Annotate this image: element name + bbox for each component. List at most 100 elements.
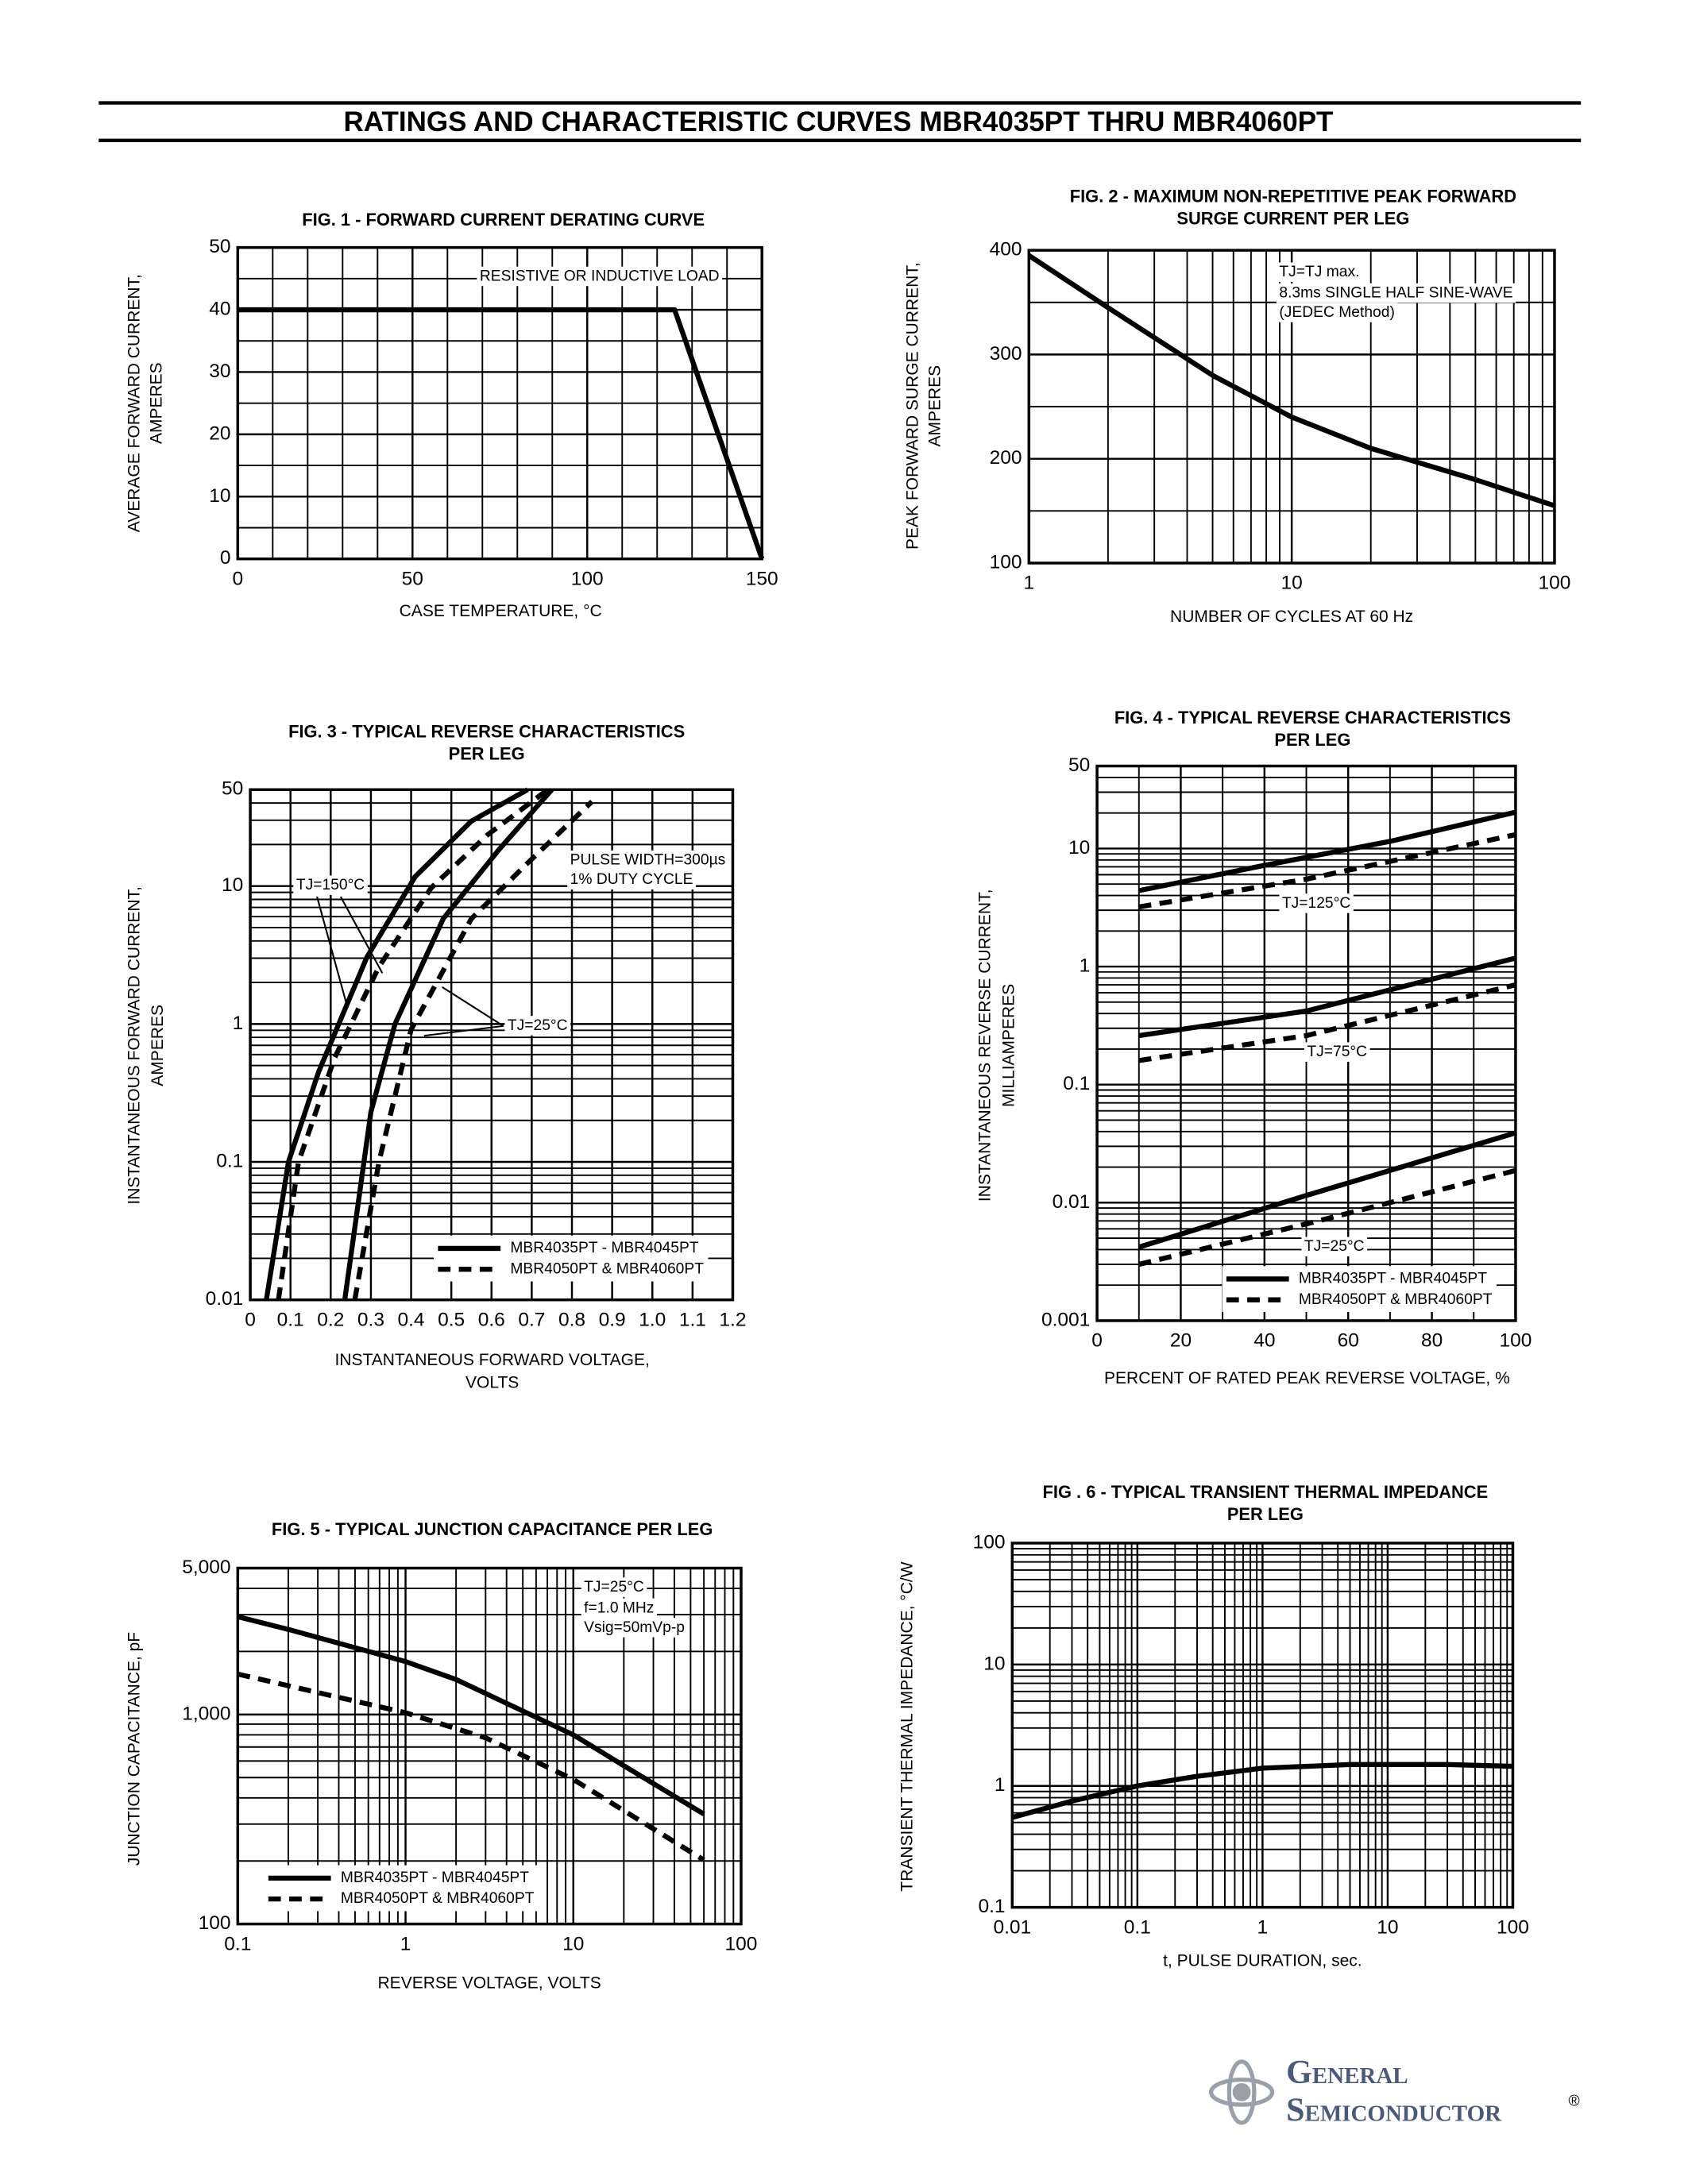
y-axis-label: AMPERES <box>149 1005 167 1086</box>
x-tick-label: 0.1 <box>277 1309 304 1330</box>
chart-title: FIG. 2 - MAXIMUM NON-REPETITIVE PEAK FOR… <box>1070 186 1516 206</box>
legend-label: MBR4035PT - MBR4045PT <box>1299 1271 1487 1287</box>
annotation: TJ=25°C <box>508 1017 568 1034</box>
legend-bg <box>264 1865 539 1912</box>
annotation-bg <box>477 266 723 287</box>
pointer <box>316 896 349 1009</box>
y-tick-label: 10 <box>209 485 230 507</box>
curve <box>1138 955 1516 1039</box>
plot-frame <box>236 245 763 561</box>
x-axis-label: REVERSE VOLTAGE, VOLTS <box>378 1974 601 1992</box>
x-tick-label: 100 <box>1497 1916 1529 1938</box>
x-tick-label: 0.1 <box>1124 1916 1151 1938</box>
legend-bg <box>1222 1266 1497 1313</box>
legend-label: MBR4050PT & MBR4060PT <box>1299 1291 1493 1308</box>
curve <box>1138 809 1516 893</box>
x-tick-label: 0.3 <box>357 1309 384 1330</box>
y-tick-label: 300 <box>990 343 1022 365</box>
x-tick-label: 1.2 <box>719 1309 746 1330</box>
y-tick-label: 20 <box>209 423 230 444</box>
legend-label: MBR4035PT - MBR4045PT <box>510 1240 698 1256</box>
curve <box>276 787 550 1301</box>
x-axis-label: CASE TEMPERATURE, °C <box>400 602 602 620</box>
x-axis-label: NUMBER OF CYCLES AT 60 Hz <box>1170 608 1413 626</box>
legend-label: MBR4035PT - MBR4045PT <box>341 1870 529 1886</box>
y-tick-label: 400 <box>990 239 1022 260</box>
x-axis-label: PERCENT OF RATED PEAK REVERSE VOLTAGE, % <box>1104 1369 1510 1387</box>
pointer <box>339 896 384 974</box>
curve <box>342 788 554 1301</box>
annotation-bg <box>293 875 368 895</box>
y-axis-label: AMPERES <box>147 362 165 444</box>
curve <box>237 1671 705 1862</box>
x-tick-label: 0.6 <box>478 1309 505 1330</box>
y-tick-label: 50 <box>222 778 243 800</box>
y-axis-label: MILLIAMPERES <box>999 984 1018 1107</box>
x-tick-label: 1 <box>400 1933 411 1954</box>
annotation-bg <box>504 1016 571 1036</box>
x-tick-label: 40 <box>1253 1330 1275 1352</box>
legend-label: MBR4050PT & MBR4060PT <box>510 1260 704 1277</box>
chart: 0 50 100 150 0 10 20 30 40 50 RESISTIVE OR INDUCTI… <box>125 210 778 620</box>
annotation-bg <box>1276 303 1398 322</box>
curve <box>264 787 529 1301</box>
x-tick-label: 0.5 <box>438 1309 465 1330</box>
annotation-bg <box>581 1618 688 1638</box>
annotation-bg <box>1301 1237 1368 1256</box>
x-tick-label: 60 <box>1338 1330 1359 1352</box>
chart-title: PER LEG <box>1227 1504 1304 1524</box>
y-axis-label: AMPERES <box>926 365 944 447</box>
chart-title: FIG. 5 - TYPICAL JUNCTION CAPACITANCE PE… <box>272 1519 713 1539</box>
curve <box>1138 1130 1516 1250</box>
x-tick-label: 1.0 <box>639 1309 666 1330</box>
x-tick-label: 0.7 <box>518 1309 545 1330</box>
plot-frame <box>236 1566 743 1926</box>
x-tick-label: 50 <box>402 568 423 589</box>
x-tick-label: 1 <box>1257 1916 1269 1938</box>
curve <box>1138 832 1516 910</box>
x-axis-label: VOLTS <box>465 1373 519 1391</box>
x-tick-label: 0.8 <box>558 1309 585 1330</box>
chart: 0 0.1 0.2 0.3 0.4 0.5 0.6 0.7 0.8 0.9 1.0 1.1 1.2 0.0… <box>125 721 746 1391</box>
annotation: TJ=25°C <box>1304 1238 1365 1255</box>
plot-frame <box>1095 764 1517 1322</box>
y-tick-label: 50 <box>209 236 230 257</box>
annotation: 1% DUTY CYCLE <box>570 871 693 888</box>
annotation: 8.3ms SINGLE HALF SINE-WAVE <box>1279 284 1512 301</box>
legend-label: MBR4050PT & MBR4060PT <box>341 1890 535 1907</box>
chart: 1 10 100 100 200 300 400 TJ=TJ max. 8.3ms SINGLE… <box>904 186 1571 625</box>
pointer <box>442 986 504 1027</box>
annotation: TJ=150°C <box>296 877 365 893</box>
annotation-bg <box>1276 262 1362 282</box>
y-tick-label: 0.01 <box>206 1288 244 1310</box>
chart-title: FIG . 6 - TYPICAL TRANSIENT THERMAL IMPE… <box>1043 1482 1489 1502</box>
y-tick-label: 1 <box>233 1013 244 1034</box>
plot-frame <box>1027 249 1556 565</box>
annotation: f=1.0 MHz <box>584 1599 654 1616</box>
annotation: TJ=125°C <box>1282 895 1350 912</box>
y-tick-label: 0.1 <box>216 1150 243 1171</box>
plot-frame <box>1010 1542 1515 1909</box>
x-tick-label: 100 <box>725 1933 758 1954</box>
annotation: TJ=75°C <box>1307 1044 1367 1060</box>
plot-frame <box>249 788 735 1302</box>
y-tick-label: 40 <box>209 299 230 320</box>
y-tick-label: 1,000 <box>182 1703 230 1724</box>
x-axis-label: t, PULSE DURATION, sec. <box>1163 1951 1362 1970</box>
y-tick-label: 10 <box>983 1653 1005 1674</box>
y-tick-label: 100 <box>973 1531 1006 1553</box>
chart: 0 20 40 60 80 100 0.001 0.01 0.1 1 10 50 TJ=125°C TJ=… <box>976 708 1532 1387</box>
annotation-bg <box>581 1598 657 1619</box>
y-axis-label: PEAK FORWARD SURGE CURRENT, <box>904 262 922 550</box>
annotation-bg <box>1276 283 1516 303</box>
logo-mark: ® <box>1568 2093 1579 2110</box>
x-tick-label: 10 <box>1377 1916 1398 1938</box>
y-tick-label: 0.001 <box>1041 1309 1090 1330</box>
x-tick-label: 20 <box>1170 1330 1192 1352</box>
x-axis-label: INSTANTANEOUS FORWARD VOLTAGE, <box>334 1351 649 1369</box>
chart-title: PER LEG <box>1274 730 1350 750</box>
y-tick-label: 200 <box>990 447 1022 469</box>
annotation: Vsig=50mVp-p <box>584 1619 685 1636</box>
